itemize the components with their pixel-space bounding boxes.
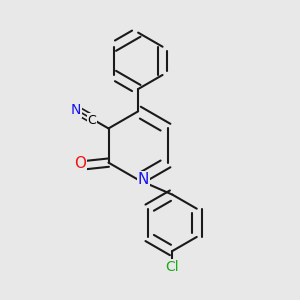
Text: C: C: [87, 114, 96, 127]
Text: N: N: [138, 172, 149, 187]
Text: O: O: [74, 156, 86, 171]
Text: Cl: Cl: [166, 260, 179, 274]
Text: N: N: [70, 103, 81, 117]
